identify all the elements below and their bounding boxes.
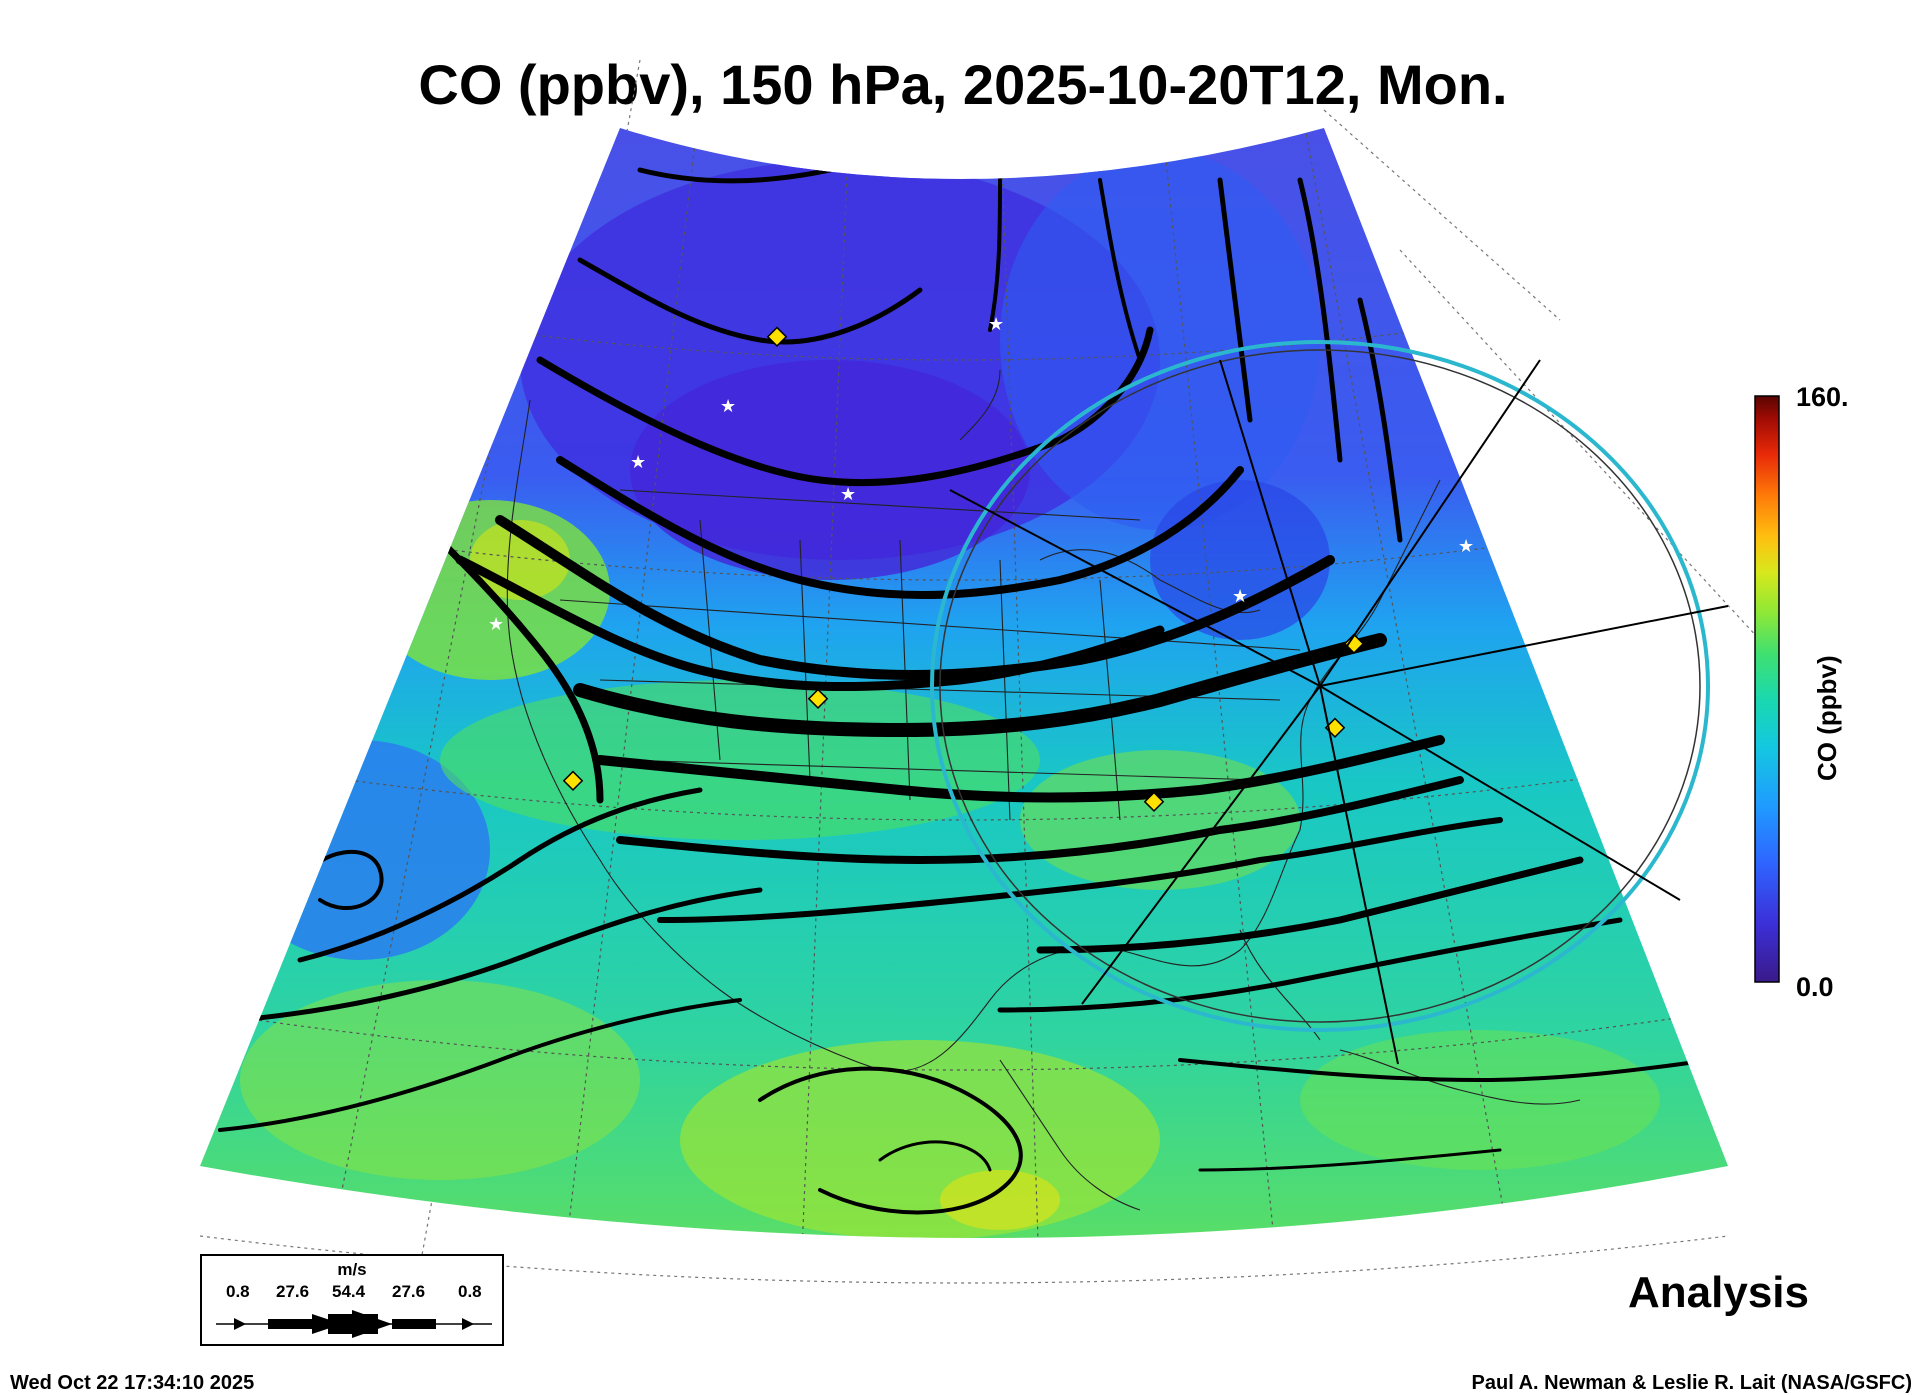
station-markers — [562, 326, 1365, 812]
wind-speed-legend: m/s 0.8 27.6 54.4 27.6 0.8 — [200, 1254, 504, 1346]
legend-value: 27.6 — [392, 1282, 426, 1301]
colorbar — [1754, 395, 1780, 983]
legend-value: 54.4 — [332, 1282, 366, 1301]
range-ring — [930, 340, 1729, 1065]
credit-line: Paul A. Newman & Leslie R. Lait (NASA/GS… — [1471, 1372, 1912, 1394]
svg-text:★: ★ — [488, 614, 504, 635]
co-field: ★ ★ ★ ★ ★ ★ ★ — [200, 128, 1728, 1238]
svg-text:★: ★ — [1232, 586, 1248, 607]
streamlines — [218, 157, 1712, 1215]
svg-text:★: ★ — [630, 452, 646, 473]
svg-text:★: ★ — [988, 314, 1004, 335]
legend-arrow-sample — [216, 1310, 492, 1338]
legend-value: 0.8 — [226, 1282, 250, 1301]
chart-title: CO (ppbv), 150 hPa, 2025-10-20T12, Mon. — [418, 53, 1508, 116]
legend-value: 0.8 — [458, 1282, 482, 1301]
colorbar-max-label: 160. — [1796, 382, 1849, 412]
svg-text:★: ★ — [840, 484, 856, 505]
colorbar-title: CO (ppbv) — [1812, 655, 1842, 781]
svg-text:★: ★ — [1458, 536, 1474, 557]
svg-text:★: ★ — [720, 396, 736, 417]
legend-value: 27.6 — [276, 1282, 310, 1301]
timestamp: Wed Oct 22 17:34:10 2025 — [10, 1372, 255, 1394]
colorbar-min-label: 0.0 — [1796, 972, 1834, 1002]
star-markers: ★ ★ ★ ★ ★ ★ ★ — [488, 314, 1474, 635]
legend-unit: m/s — [337, 1260, 367, 1279]
analysis-label: Analysis — [1628, 1268, 1809, 1317]
